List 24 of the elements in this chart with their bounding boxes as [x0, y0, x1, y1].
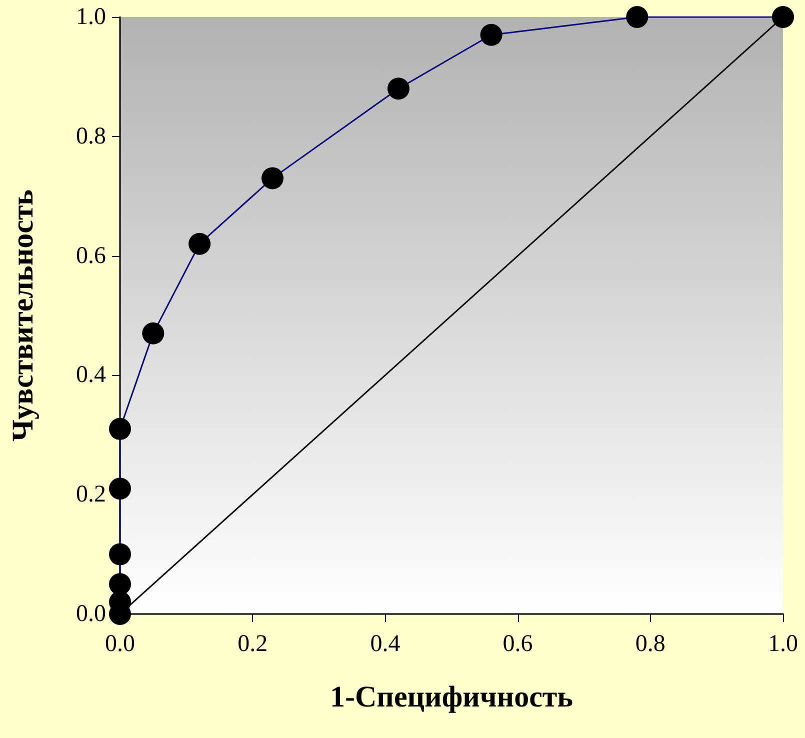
y-tick-label: 0.8	[76, 123, 106, 150]
point	[142, 322, 164, 344]
y-tick-label: 0.0	[76, 601, 106, 627]
x-tick-label: 0.0	[105, 631, 135, 657]
point	[188, 232, 211, 255]
x-tick-label: 0.6	[502, 631, 533, 657]
point	[772, 6, 794, 28]
x-tick-label: 0.4	[370, 631, 400, 657]
point	[387, 78, 410, 100]
point	[626, 6, 648, 28]
y-tick-label: 0.4	[76, 362, 106, 388]
x-axis-title: 1-Специфичность	[330, 680, 574, 714]
y-tick-label: 0.6	[76, 242, 106, 269]
x-tick-label: 1.0	[768, 631, 798, 657]
point	[109, 478, 131, 500]
y-axis-title: Чувствительность	[6, 189, 40, 442]
point	[262, 167, 284, 190]
y-tick-label: 1.0	[76, 4, 106, 30]
point	[109, 543, 131, 566]
x-tick-label: 0.8	[635, 631, 666, 657]
x-tick-label: 0.2	[238, 631, 268, 657]
point	[480, 24, 502, 46]
point	[109, 418, 131, 440]
y-tick-label: 0.2	[76, 482, 106, 508]
